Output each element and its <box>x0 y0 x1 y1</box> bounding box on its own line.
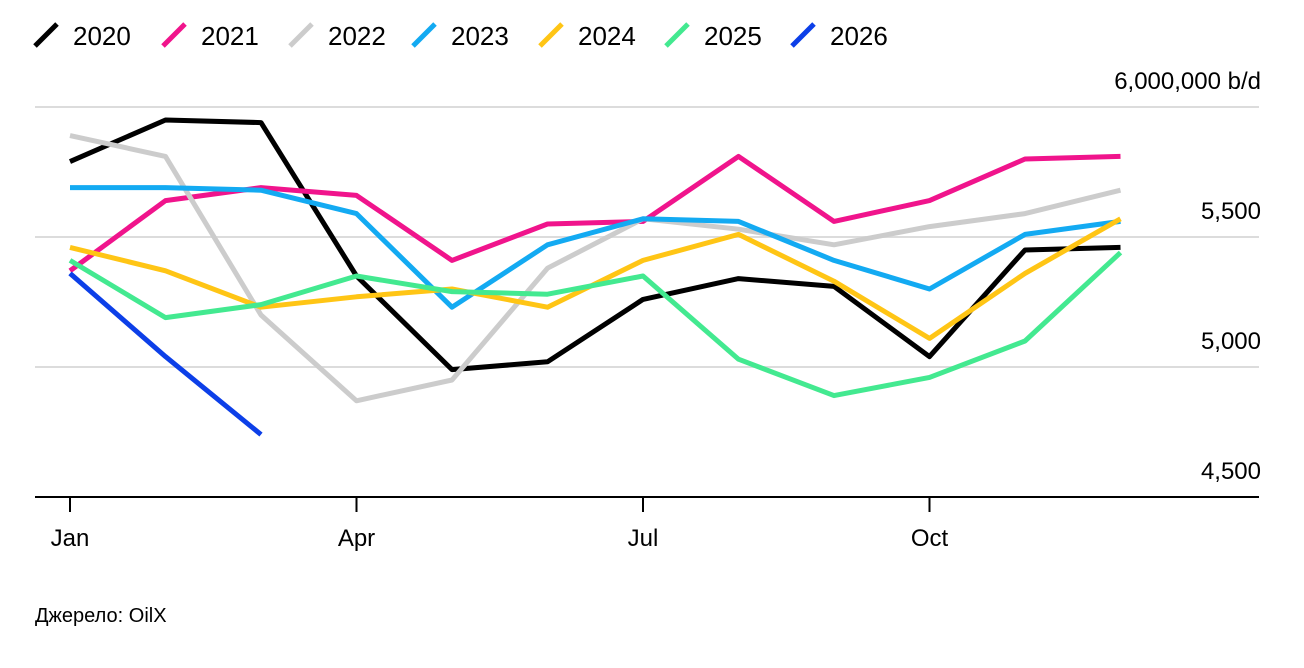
x-tick-label: Jan <box>51 525 90 552</box>
y-tick-label: 5,000 <box>1201 328 1261 355</box>
legend-label-2021: 2021 <box>201 21 259 51</box>
legend-label-2020: 2020 <box>73 21 131 51</box>
legend: 2020 2021 2022 2023 2024 2025 2026 <box>33 21 888 51</box>
grid <box>35 106 1259 368</box>
series-line-2026 <box>68 271 263 437</box>
series-line-2025 <box>68 250 1123 399</box>
legend-swatch-2024 <box>538 22 564 48</box>
legend-swatch-2026 <box>790 22 816 48</box>
x-tick-label: Jul <box>628 525 659 552</box>
legend-label-2025: 2025 <box>704 21 762 51</box>
source-note: Джерело: OilX <box>35 605 167 627</box>
y-tick-label: 4,500 <box>1201 458 1261 485</box>
series-lines <box>68 117 1123 437</box>
series-line-2022 <box>69 133 1122 404</box>
series-line-2020 <box>69 117 1121 373</box>
series-line-2021 <box>68 153 1121 273</box>
legend-swatch-2022 <box>288 22 314 48</box>
legend-label-2023: 2023 <box>451 21 509 51</box>
legend-label-2022: 2022 <box>328 21 386 51</box>
legend-swatch-2023 <box>411 22 437 48</box>
x-tick-label: Apr <box>338 525 375 552</box>
x-axis: Jan Apr Jul Oct <box>35 496 1259 552</box>
y-tick-label: 5,500 <box>1201 198 1261 225</box>
legend-swatch-2021 <box>161 22 187 48</box>
x-tick-label: Oct <box>911 525 949 552</box>
legend-label-2026: 2026 <box>830 21 888 51</box>
legend-swatch-2020 <box>33 22 59 48</box>
legend-label-2024: 2024 <box>578 21 636 51</box>
y-tick-label: 6,000,000 b/d <box>1114 68 1261 95</box>
y-axis: 4,500 5,000 5,500 6,000,000 b/d <box>1114 68 1261 485</box>
series-line-2023 <box>70 185 1121 310</box>
legend-swatch-2025 <box>664 22 690 48</box>
